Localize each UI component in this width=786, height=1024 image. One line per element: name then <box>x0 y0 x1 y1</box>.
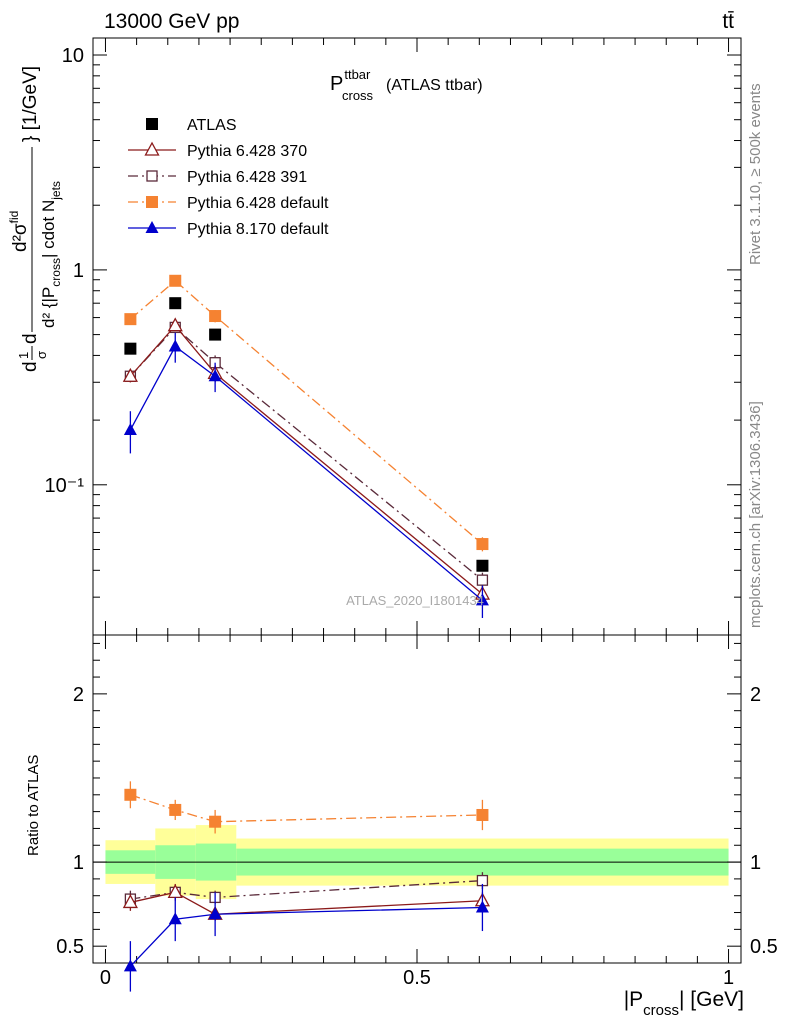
ratio-y-tick-label-right: 1 <box>750 852 761 874</box>
main-ylabel: d 1 σ d d²σfid d² {|Pcross| cdot Njets }… <box>7 66 63 372</box>
ylabel-d: d <box>20 361 41 372</box>
legend-label-pythia-6-428-391: Pythia 6.428 391 <box>187 169 307 186</box>
plot-title-sup: ttbar <box>344 67 371 82</box>
ratio-point-pythia-8-170-default <box>475 900 489 913</box>
ratio-point-pythia-6-428-default <box>169 803 182 816</box>
ratio-point-pythia-6-428-default <box>124 788 137 801</box>
main-point-pythia-8-170-default <box>123 422 137 435</box>
source-text: mcplots.cern.ch [arXiv:1306.3436] <box>747 401 764 628</box>
main-point-atlas <box>124 342 137 355</box>
main-line-pythia-6-428-default <box>129 279 483 545</box>
legend-label-atlas: ATLAS <box>187 117 237 134</box>
y-tick-label: 1 <box>73 260 84 282</box>
ylabel-d2: d <box>20 333 41 344</box>
ratio-line-pythia-6-428-391 <box>130 879 483 900</box>
y-tick-label: 10 <box>62 45 84 67</box>
ratio-point-pythia-6-428-default <box>209 815 222 828</box>
ratio-series-group <box>122 781 491 992</box>
ylabel-unit: } [1/GeV] <box>20 66 41 142</box>
ratio-y-tick-label: 0.5 <box>56 936 84 958</box>
x-tick-label: 0.5 <box>403 967 431 989</box>
process-label: tt̄ <box>722 10 734 33</box>
ratio-point-pythia-6-428-default <box>476 808 489 821</box>
main-point-pythia-6-428-default <box>124 313 137 326</box>
legend-label-pythia-8-170-default: Pythia 8.170 default <box>187 221 329 238</box>
xlabel-post: | [GeV] <box>679 988 744 1011</box>
legend-marker-pythia-8-170-default <box>145 221 159 233</box>
ratio-point-pythia-6-428-370 <box>167 883 183 899</box>
plot-title-main: P <box>330 73 343 95</box>
x-tick-label: 1 <box>723 967 734 989</box>
main-line-pythia-6-428-391 <box>129 326 483 581</box>
energy-label: 13000 GeV pp <box>104 10 239 33</box>
analysis-id: ATLAS_2020_I1801434 <box>346 593 484 608</box>
ylabel-denominator: d² {|Pcross| cdot Njets <box>39 181 63 328</box>
x-axis-label: |Pcross| [GeV] <box>624 988 744 1019</box>
ratio-point-pythia-8-170-default <box>123 959 137 972</box>
x-tick-label: 0 <box>100 967 111 989</box>
main-point-pythia-6-428-391 <box>476 574 489 586</box>
main-point-atlas <box>209 328 222 341</box>
main-point-pythia-6-428-default <box>209 310 222 323</box>
plot-title: Pttbar cross (ATLAS ttbar) <box>330 67 483 103</box>
ratio-point-pythia-8-170-default <box>168 912 182 925</box>
xlabel-pre: |P <box>624 988 643 1011</box>
xlabel-sub: cross <box>643 1002 679 1019</box>
ratio-line-pythia-6-428-default <box>130 794 483 823</box>
ratio-y-tick-label-right: 0.5 <box>750 936 778 958</box>
legend-label-pythia-6-428-370: Pythia 6.428 370 <box>187 143 307 160</box>
ratio-line-pythia-6-428-370 <box>130 891 483 915</box>
axis-ticks: 0 0.5 1 10 1 10⁻¹ 0.5 0.5 1 1 2 2 <box>45 38 778 989</box>
legend-marker-atlas <box>146 118 158 130</box>
y-tick-label: 10⁻¹ <box>45 475 85 497</box>
plot-title-suffix: (ATLAS ttbar) <box>386 77 483 94</box>
main-point-pythia-6-428-370 <box>167 317 183 332</box>
legend-marker-pythia-6-428-391 <box>146 170 158 182</box>
legend-label-pythia-6-428-default: Pythia 6.428 default <box>187 195 329 212</box>
legend-marker-pythia-6-428-default <box>146 196 158 208</box>
ylabel-1: 1 <box>16 352 31 359</box>
rivet-version-text: Rivet 3.1.10, ≥ 500k events <box>747 83 764 265</box>
main-line-pythia-8-170-default <box>129 345 483 601</box>
main-point-pythia-8-170-default <box>475 593 489 606</box>
main-point-pythia-6-428-default <box>476 538 489 551</box>
ratio-ylabel: Ratio to ATLAS <box>25 755 42 856</box>
legend-marker-pythia-6-428-370 <box>144 141 160 156</box>
main-point-pythia-8-170-default <box>168 339 182 352</box>
ratio-line-pythia-8-170-default <box>129 906 483 967</box>
main-point-pythia-8-170-default <box>208 369 222 382</box>
ratio-point-pythia-6-428-370 <box>122 894 138 909</box>
legend: ATLAS Pythia 6.428 370 Pythia 6.428 391 Pyt… <box>128 117 329 238</box>
main-point-atlas <box>169 297 182 310</box>
ylabel-sigma: σ <box>34 351 49 359</box>
ratio-y-tick-label-right: 2 <box>750 684 761 706</box>
ratio-y-tick-label: 2 <box>73 684 84 706</box>
main-point-pythia-6-428-370 <box>122 367 138 382</box>
ratio-point-pythia-8-170-default <box>208 907 222 920</box>
main-series-group <box>122 274 491 618</box>
ratio-y-tick-label: 1 <box>73 852 84 874</box>
main-point-pythia-6-428-default <box>169 274 182 287</box>
main-point-atlas <box>476 559 489 572</box>
main-line-pythia-6-428-370 <box>129 324 483 595</box>
ylabel-numerator: d²σfid <box>7 211 31 252</box>
plot-title-sub: cross <box>342 88 374 103</box>
ratio-panel-frame <box>92 634 742 964</box>
